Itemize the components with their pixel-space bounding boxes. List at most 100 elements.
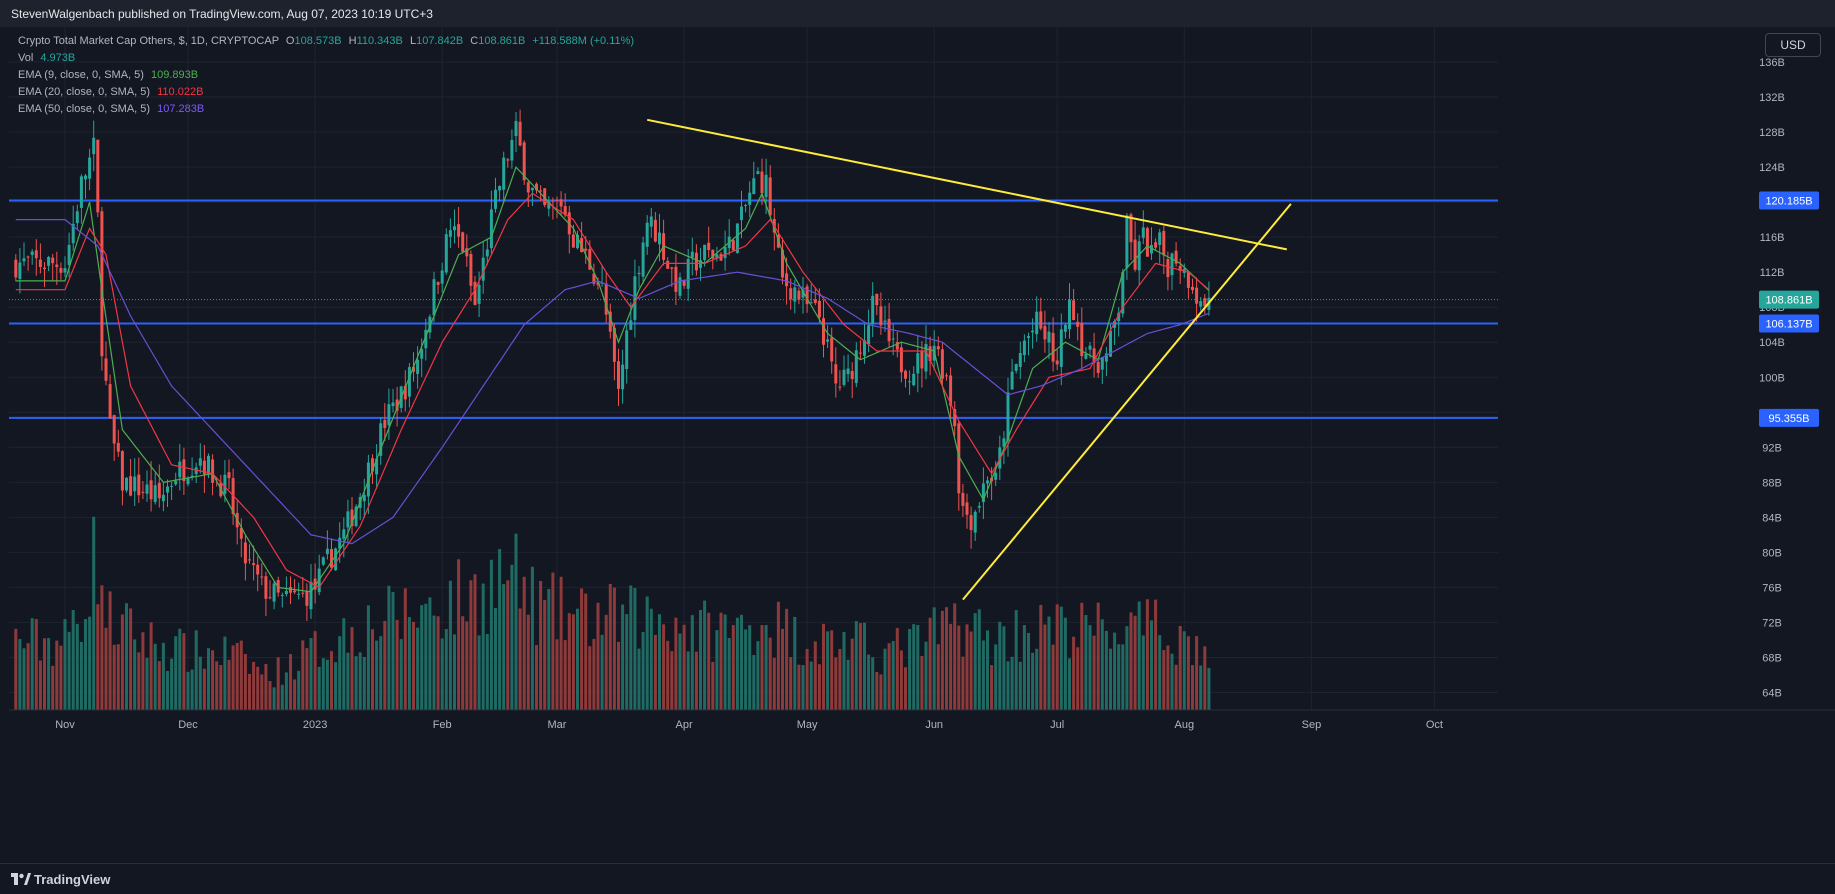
volume-bar xyxy=(715,630,719,710)
legend-ema20-row: EMA (20, close, 0, SMA, 5) 110.022B xyxy=(18,86,203,98)
candle-body xyxy=(440,270,444,284)
volume-bar xyxy=(268,680,272,710)
price-label-badge xyxy=(1759,191,1819,210)
symbol-name[interactable]: Crypto Total Market Cap Others, $, 1D, C… xyxy=(18,35,279,47)
volume-bar xyxy=(994,644,998,710)
volume-bar xyxy=(953,603,957,710)
volume-bar xyxy=(1203,646,1207,710)
tradingview-brand[interactable]: TradingView xyxy=(11,872,110,887)
candle-body xyxy=(473,281,477,305)
candle-body xyxy=(88,157,92,179)
candle-body xyxy=(584,248,588,251)
candle-body xyxy=(256,564,260,575)
ema9-label[interactable]: EMA (9, close, 0, SMA, 5) xyxy=(18,69,144,81)
volume-bar xyxy=(1113,632,1117,710)
candle-body xyxy=(129,476,133,496)
candle-body xyxy=(375,458,379,475)
candle-body xyxy=(539,190,543,192)
volume-bar xyxy=(904,667,907,710)
volume-bar xyxy=(18,639,22,710)
currency-button[interactable]: USD xyxy=(1765,33,1821,57)
volume-bar xyxy=(719,612,723,710)
ema50-label[interactable]: EMA (50, close, 0, SMA, 5) xyxy=(18,103,151,115)
volume-bar xyxy=(198,656,202,710)
price-chart[interactable]: 64B68B72B76B80B84B88B92B96B100B104B108B1… xyxy=(0,27,1835,863)
candle-body xyxy=(268,597,272,599)
price-axis-bg xyxy=(1498,27,1835,710)
candle-body xyxy=(350,509,354,527)
volume-bar xyxy=(1047,616,1051,710)
volume-bar xyxy=(489,559,493,710)
volume-bar xyxy=(1080,602,1084,710)
volume-bar xyxy=(772,657,776,710)
volume-bar xyxy=(22,648,26,710)
candle-body xyxy=(325,548,329,555)
volume-bar xyxy=(1117,644,1121,710)
candle-body xyxy=(1014,363,1018,371)
price-axis[interactable]: 64B68B72B76B80B84B88B92B96B100B104B108B1… xyxy=(1498,27,1835,710)
candle-body xyxy=(1154,242,1158,248)
candle-body xyxy=(805,286,809,305)
volume-bar xyxy=(584,593,588,710)
price-tick-label: 72B xyxy=(1762,617,1782,629)
descending-resistance-trendline xyxy=(647,118,1287,251)
volume-bar xyxy=(1100,619,1104,710)
candle-body xyxy=(559,199,563,207)
candle-body xyxy=(412,366,415,372)
ohlc-change: +118.588M (+0.11%) xyxy=(532,35,635,47)
candle-body xyxy=(395,399,399,411)
candle-body xyxy=(342,529,346,539)
volume-bar xyxy=(1121,644,1125,710)
candle-body xyxy=(383,419,387,428)
volume-bar xyxy=(1109,648,1112,710)
time-axis[interactable]: Nov Dec 2023 Feb Mar Apr May Jun Jul Aug Sep Oct xyxy=(9,709,1835,731)
volume-bar xyxy=(354,656,358,710)
volume-bar xyxy=(407,617,411,710)
volume-bars xyxy=(14,516,1211,710)
candle-body xyxy=(1158,232,1162,245)
ema20-label[interactable]: EMA (20, close, 0, SMA, 5) xyxy=(18,86,151,98)
volume-label[interactable]: Vol xyxy=(18,52,34,64)
volume-bar xyxy=(453,634,456,710)
volume-bar xyxy=(678,633,682,710)
candle-body xyxy=(945,375,948,377)
candle-body xyxy=(161,494,165,502)
candle-body xyxy=(875,293,879,306)
volume-bar xyxy=(621,604,625,710)
volume-bar xyxy=(666,640,670,710)
volume-bar xyxy=(1051,644,1055,710)
volume-bar xyxy=(936,644,940,710)
brand-text: TradingView xyxy=(34,872,111,887)
candle-body xyxy=(330,549,333,568)
candle-body xyxy=(1039,311,1043,329)
candle-body xyxy=(489,209,493,249)
candle-body xyxy=(1072,300,1076,321)
volume-bar xyxy=(1207,667,1211,710)
volume-bar xyxy=(403,588,407,710)
volume-bar xyxy=(785,608,789,710)
candle-body xyxy=(157,482,161,499)
volume-bar xyxy=(88,616,92,710)
candle-body xyxy=(1092,348,1096,363)
candle-body xyxy=(514,120,518,137)
candle-body xyxy=(96,139,100,213)
volume-bar xyxy=(498,549,502,710)
volume-bar xyxy=(1018,661,1022,710)
candle-body xyxy=(461,232,465,252)
volume-bar xyxy=(641,632,645,710)
candle-body xyxy=(608,311,612,332)
volume-bar xyxy=(47,638,51,710)
candle-body xyxy=(297,593,301,595)
candle-body xyxy=(653,219,657,242)
volume-bar xyxy=(740,614,743,710)
volume-bar xyxy=(805,648,809,710)
volume-bar xyxy=(928,617,932,710)
volume-bar xyxy=(1141,635,1145,710)
horizontal-levels xyxy=(9,199,1498,419)
candle-body xyxy=(760,171,764,194)
candle-body xyxy=(38,259,42,268)
volume-bar xyxy=(63,619,67,710)
volume-bar xyxy=(1129,612,1133,710)
volume-bar xyxy=(231,645,235,710)
volume-bar xyxy=(731,625,735,710)
